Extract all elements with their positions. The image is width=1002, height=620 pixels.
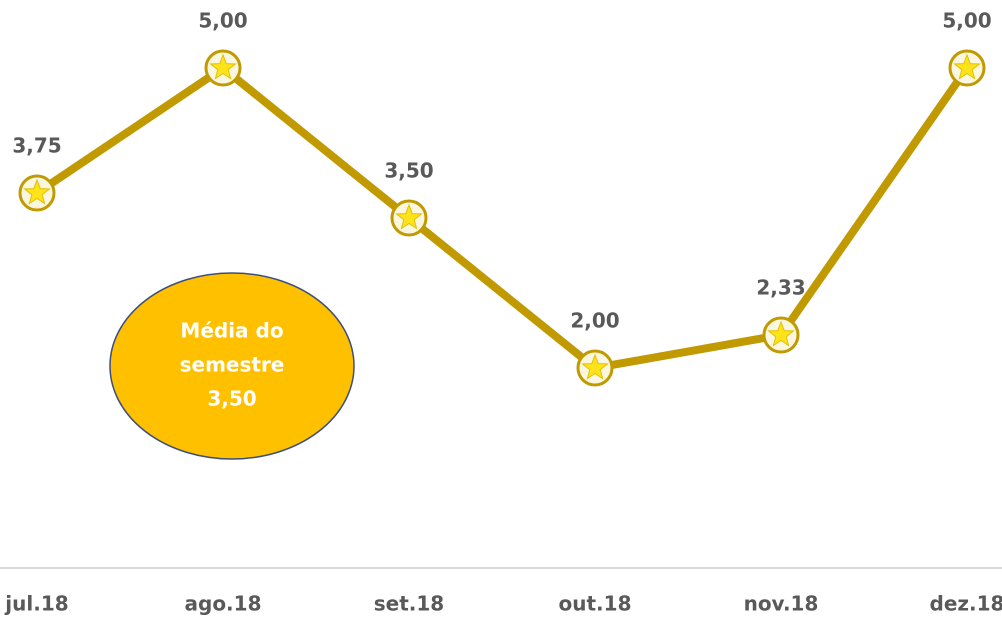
x-tick-label: nov.18	[744, 592, 819, 616]
marker-star	[23, 178, 51, 205]
marker-star	[395, 203, 423, 230]
point-marker	[948, 49, 986, 87]
marker-star	[581, 353, 609, 380]
data-label: 2,00	[570, 309, 619, 333]
average-text: Média do	[180, 319, 283, 343]
data-label: 2,33	[756, 276, 805, 300]
data-label: 5,00	[942, 9, 991, 33]
point-marker	[576, 349, 614, 387]
series-line	[34, 64, 971, 372]
data-label: 3,75	[12, 134, 61, 158]
x-tick-label: dez.18	[930, 592, 1002, 616]
marker-star	[953, 53, 981, 80]
marker-star	[767, 320, 795, 347]
data-label: 3,50	[384, 159, 433, 183]
point-marker	[762, 316, 800, 354]
average-text: semestre	[180, 353, 285, 377]
x-tick-label: ago.18	[185, 592, 262, 616]
x-tick-label: set.18	[374, 592, 444, 616]
x-tick-label: out.18	[559, 592, 632, 616]
point-marker	[204, 49, 242, 87]
average-bubble	[109, 272, 355, 460]
point-marker	[18, 174, 56, 212]
marker-star	[209, 53, 237, 80]
data-label: 5,00	[198, 9, 247, 33]
x-tick-label: jul.18	[4, 592, 68, 616]
average-text: 3,50	[207, 387, 256, 411]
point-marker	[390, 199, 428, 237]
